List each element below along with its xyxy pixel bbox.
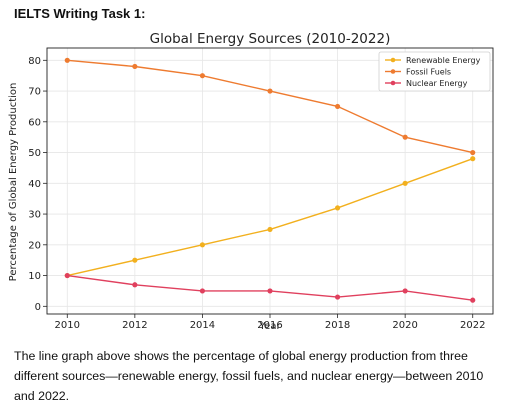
legend-label: Nuclear Energy: [406, 79, 468, 88]
chart-svg: Global Energy Sources (2010-2022) 0 10 20 3…: [8, 31, 494, 332]
x-tick-label: 2020: [392, 320, 417, 331]
data-point: [132, 257, 138, 263]
data-point: [334, 205, 341, 211]
legend-box: [378, 51, 491, 92]
x-tick-label: 2012: [122, 320, 147, 331]
data-point: [132, 63, 138, 70]
x-tick-label: 2016: [257, 320, 282, 331]
x-tick-label: 2014: [190, 320, 215, 331]
legend: Renewable Energy Fossil Fuels Nuclear Ener…: [378, 51, 491, 92]
legend-label: Renewable Energy: [406, 56, 481, 65]
data-point: [267, 88, 273, 94]
y-tick-label: 30: [28, 210, 41, 221]
data-point: [64, 272, 70, 279]
y-axis-label: Percentage of Global Energy Production: [8, 83, 19, 282]
x-tick-label: 2010: [55, 320, 80, 331]
data-point: [64, 57, 70, 63]
data-point: [199, 288, 206, 294]
data-point: [199, 73, 206, 79]
data-point: [402, 134, 408, 140]
y-tick-label: 0: [35, 302, 41, 313]
legend-marker: [390, 69, 396, 74]
data-point: [199, 242, 206, 248]
line-chart: Global Energy Sources (2010-2022) 0 10 20 3…: [0, 22, 512, 340]
legend-marker: [390, 80, 396, 86]
y-tick-label: 70: [28, 87, 41, 98]
page-header: IELTS Writing Task 1:: [14, 6, 146, 21]
plot-frame: [46, 47, 494, 315]
y-tick-label: 50: [28, 148, 41, 159]
data-point: [402, 288, 408, 294]
data-point: [334, 294, 341, 300]
y-tick-label: 60: [28, 117, 41, 128]
data-point: [267, 226, 273, 233]
y-tick-label: 80: [28, 56, 41, 67]
data-point: [470, 156, 476, 162]
y-tick-label: 40: [28, 179, 41, 190]
legend-label: Fossil Fuels: [406, 68, 451, 77]
data-point: [132, 282, 138, 288]
y-tick-label: 20: [28, 240, 41, 251]
legend-marker: [390, 57, 396, 63]
y-tick-label: 10: [28, 271, 41, 282]
chart-description: The line graph above shows the percentag…: [14, 349, 484, 403]
x-tick-label: 2022: [460, 320, 485, 331]
data-point: [470, 297, 476, 303]
series-lines: [64, 57, 476, 303]
data-point: [402, 180, 408, 186]
data-point: [267, 288, 273, 294]
data-point: [334, 103, 341, 110]
data-point: [470, 149, 476, 156]
chart-title: Global Energy Sources (2010-2022): [150, 31, 391, 47]
axes: 0 10 20 30 40 50 60 70 80 2010 2012 2014 2016 2018 202…: [28, 47, 494, 331]
grid-lines: [47, 48, 493, 314]
x-tick-label: 2018: [325, 320, 350, 331]
x-axis-label: Year: [258, 321, 281, 332]
